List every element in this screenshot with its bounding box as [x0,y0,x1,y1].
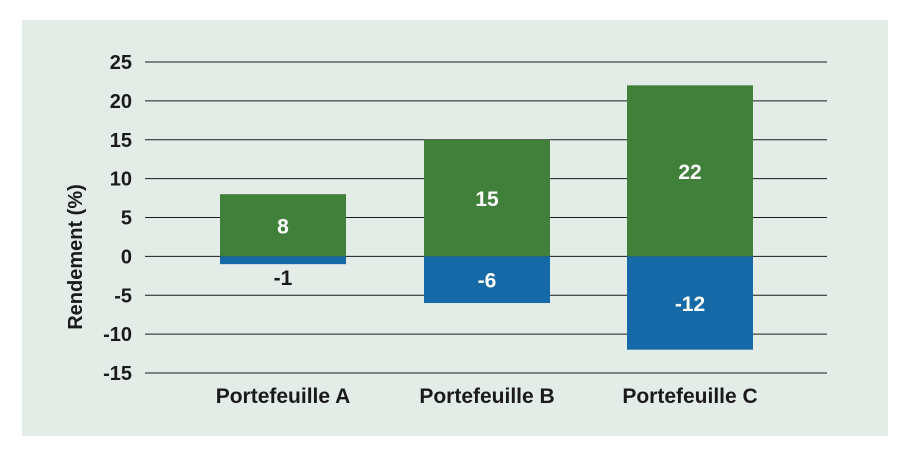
chart-panel: 25 20 15 10 5 0 -5 -10 -15 8 15 22 -1 -6 -12 Portefeu… [22,20,888,436]
bar-segment [424,256,550,304]
y-tick-label: -5 [114,285,132,307]
bar-chart: 25 20 15 10 5 0 -5 -10 -15 8 15 22 -1 -6 -12 Portefeu… [65,52,827,408]
y-axis-ticks: 25 20 15 10 5 0 -5 -10 -15 [103,52,132,385]
x-category-label: Portefeuille C [622,385,757,408]
data-label: 15 [475,188,499,211]
y-tick-label: -10 [103,324,132,346]
y-tick-label: 10 [110,169,132,191]
y-tick-label: 0 [121,246,132,268]
bar-segment [424,139,550,257]
y-axis-label: Rendement (%) [65,184,87,330]
y-tick-label: -15 [103,363,132,385]
x-category-label: Portefeuille A [216,385,351,408]
bar-segment [220,256,346,265]
bar-segment [220,194,346,257]
data-label: -12 [675,293,705,316]
data-label: 22 [678,161,701,184]
bar-segment [627,85,753,257]
y-tick-label: 20 [110,91,132,113]
data-labels: 8 15 22 -1 -6 -12 [274,161,706,316]
y-tick-label: 15 [110,130,132,152]
data-label: -1 [274,267,293,290]
x-category-label: Portefeuille B [419,385,554,408]
bars [220,85,753,350]
data-label: 8 [277,215,289,238]
x-axis-categories: Portefeuille A Portefeuille B Portefeuille… [216,385,758,408]
data-label: -6 [478,270,497,293]
y-tick-label: 5 [121,208,132,230]
y-tick-label: 25 [110,52,132,74]
bar-segment [627,256,753,350]
